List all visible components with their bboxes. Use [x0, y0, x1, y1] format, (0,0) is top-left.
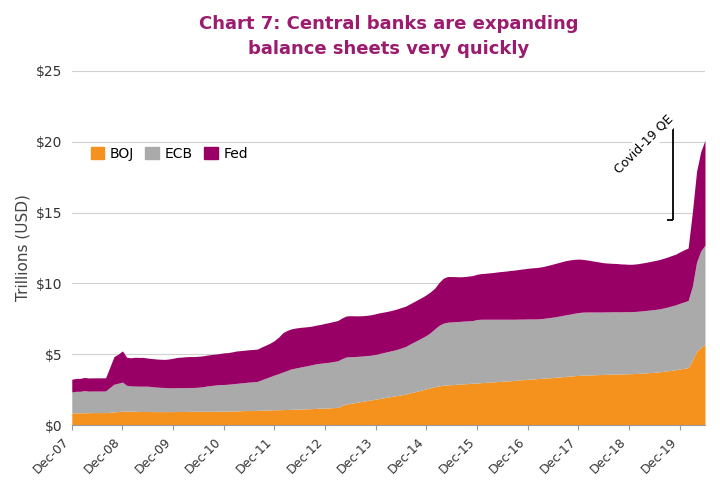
Y-axis label: Trillions (USD): Trillions (USD)	[15, 194, 30, 301]
Title: Chart 7: Central banks are expanding
balance sheets very quickly: Chart 7: Central banks are expanding bal…	[199, 15, 578, 58]
Text: Covid-19 QE: Covid-19 QE	[612, 112, 675, 176]
Legend: BOJ, ECB, Fed: BOJ, ECB, Fed	[85, 141, 253, 166]
